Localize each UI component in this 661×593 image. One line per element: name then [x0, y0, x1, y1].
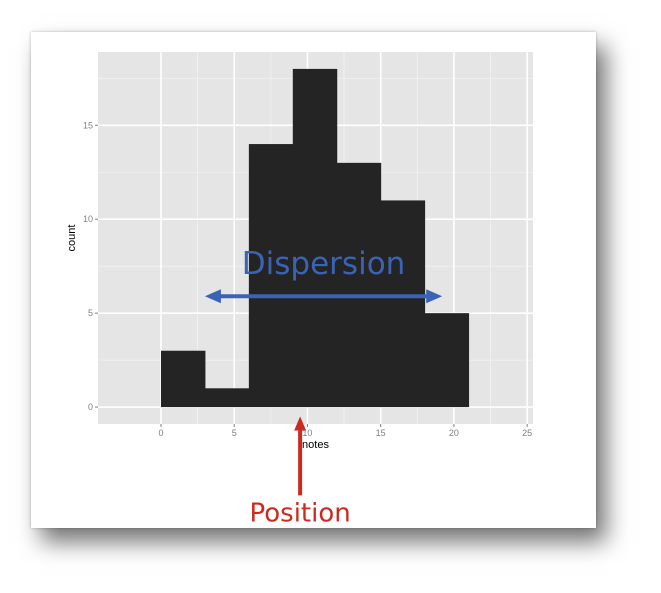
x-axis-ticks: 0 5 10 15 20 25 — [158, 424, 532, 438]
histogram-bar — [160, 350, 206, 408]
x-tick-label: 20 — [449, 428, 459, 438]
y-axis-title: count — [66, 225, 78, 252]
x-tick-label: 5 — [232, 428, 237, 438]
y-tick-label: 5 — [88, 308, 93, 318]
histogram-bar — [248, 144, 294, 408]
y-axis-ticks: 0 5 10 15 — [83, 120, 98, 412]
x-tick-label: 25 — [522, 428, 532, 438]
slide: 0 5 10 15 20 25 0 5 10 15 notes count Dispersion… — [31, 32, 596, 528]
annotations: Dispersion Position — [204, 246, 443, 528]
histogram-bar — [380, 200, 426, 408]
histogram-bar — [336, 162, 382, 408]
x-tick-label: 0 — [158, 428, 163, 438]
histogram-bars — [160, 68, 470, 408]
histogram-bar — [204, 388, 250, 408]
histogram-bar — [292, 68, 338, 408]
y-tick-label: 0 — [88, 402, 93, 412]
dispersion-arrowhead-right — [426, 289, 443, 304]
x-axis-title: notes — [302, 439, 329, 451]
y-tick-label: 15 — [83, 120, 93, 130]
position-arrowhead — [294, 416, 307, 431]
y-tick-label: 10 — [83, 214, 93, 224]
histogram-chart: 0 5 10 15 20 25 0 5 10 15 notes count Dispersion… — [66, 52, 533, 528]
position-label: Position — [250, 498, 351, 528]
dispersion-arrowhead-left — [204, 289, 221, 304]
dispersion-label: Dispersion — [242, 246, 406, 282]
histogram-bar — [424, 313, 470, 408]
x-tick-label: 10 — [302, 428, 312, 438]
x-tick-label: 15 — [376, 428, 386, 438]
